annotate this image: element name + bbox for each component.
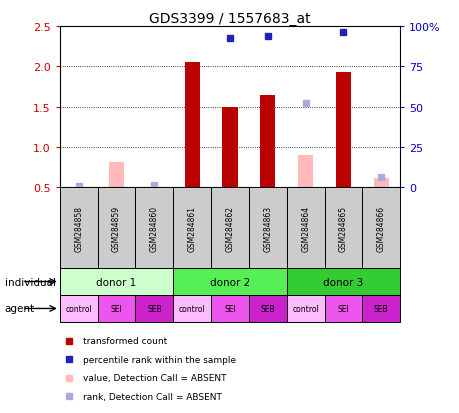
Text: SEI: SEI <box>111 304 122 313</box>
Text: SEB: SEB <box>147 304 161 313</box>
Bar <box>286 295 324 322</box>
Bar <box>324 188 362 268</box>
Text: GSM284862: GSM284862 <box>225 205 234 251</box>
Text: control: control <box>291 304 319 313</box>
Text: GSM284866: GSM284866 <box>376 205 385 251</box>
Text: transformed count: transformed count <box>83 336 167 345</box>
Bar <box>173 295 211 322</box>
Bar <box>60 268 173 295</box>
Text: control: control <box>179 304 205 313</box>
Bar <box>97 188 135 268</box>
Bar <box>211 188 248 268</box>
Text: SEB: SEB <box>260 304 274 313</box>
Bar <box>97 295 135 322</box>
Text: donor 3: donor 3 <box>323 277 363 287</box>
Bar <box>248 188 286 268</box>
Text: donor 1: donor 1 <box>96 277 136 287</box>
Text: GSM284863: GSM284863 <box>263 205 272 251</box>
Bar <box>324 295 362 322</box>
Bar <box>60 295 97 322</box>
Text: GSM284865: GSM284865 <box>338 205 347 251</box>
Bar <box>297 156 313 188</box>
Text: GSM284858: GSM284858 <box>74 205 83 251</box>
Text: SEI: SEI <box>337 304 348 313</box>
Text: SEI: SEI <box>224 304 235 313</box>
Bar <box>173 268 286 295</box>
Text: donor 2: donor 2 <box>209 277 250 287</box>
Text: GSM284861: GSM284861 <box>187 205 196 251</box>
Text: agent: agent <box>5 304 34 314</box>
Bar <box>373 178 388 188</box>
Text: GSM284859: GSM284859 <box>112 205 121 251</box>
Bar <box>335 73 350 188</box>
Bar <box>184 63 199 188</box>
Bar <box>135 188 173 268</box>
Text: control: control <box>65 304 92 313</box>
Text: rank, Detection Call = ABSENT: rank, Detection Call = ABSENT <box>83 392 221 401</box>
Text: value, Detection Call = ABSENT: value, Detection Call = ABSENT <box>83 373 226 382</box>
Bar <box>286 188 324 268</box>
Bar <box>222 107 237 188</box>
Bar <box>362 188 399 268</box>
Text: GSM284864: GSM284864 <box>301 205 309 251</box>
Bar <box>248 295 286 322</box>
Text: SEB: SEB <box>373 304 388 313</box>
Text: individual: individual <box>5 277 56 287</box>
Bar <box>135 295 173 322</box>
Bar <box>260 95 275 188</box>
Bar <box>211 295 248 322</box>
Bar <box>184 63 199 188</box>
Bar <box>173 188 211 268</box>
Bar <box>286 268 399 295</box>
Bar <box>60 188 97 268</box>
Bar <box>362 295 399 322</box>
Bar <box>109 162 124 188</box>
Text: percentile rank within the sample: percentile rank within the sample <box>83 355 235 364</box>
Title: GDS3399 / 1557683_at: GDS3399 / 1557683_at <box>149 12 310 26</box>
Text: GSM284860: GSM284860 <box>150 205 158 251</box>
